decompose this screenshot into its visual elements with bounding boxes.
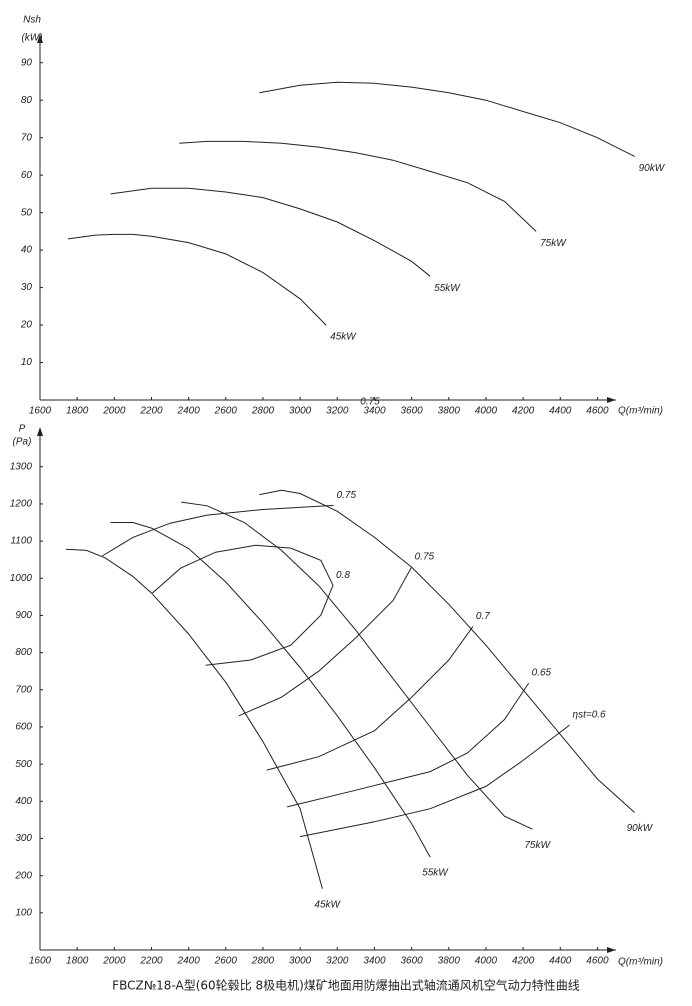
curve [179,140,537,232]
y-tick-label: 80 [21,95,33,106]
y-arrow [37,427,43,436]
y-tick-label: 600 [15,722,32,733]
series-label: 90kW [639,163,666,174]
x-tick-label: 2200 [139,956,163,967]
x-tick-label: 4000 [475,956,498,967]
y-axis-label: Nsh [23,15,41,26]
x-tick-label: 4600 [586,406,609,417]
y-axis-label: P [19,424,26,435]
y-tick-label: 200 [14,870,32,881]
series-label: 45kW [314,899,341,910]
x-tick-label: 2800 [251,956,275,967]
x-tick-label: 1600 [29,956,52,967]
series-label: ηst=0.6 [573,710,607,721]
x-tick-label: 3800 [438,406,461,417]
y-tick-label: 1200 [10,499,33,510]
series-label: 0.75 [415,552,435,563]
curve [67,233,327,326]
x-tick-label: 1800 [66,406,89,417]
y-tick-label: 40 [21,245,33,256]
y-axis-unit: (Pa) [13,437,32,448]
x-tick-label: 2600 [214,406,238,417]
y-tick-label: 1100 [10,536,32,547]
curve [300,724,570,838]
curve [266,626,474,771]
x-tick-label: 3800 [438,956,461,967]
series-label: 45kW [330,332,357,343]
y-tick-label: 70 [21,132,33,143]
annotation: 0.75 [360,397,380,408]
y-tick-label: 50 [21,207,33,218]
series-label: 90kW [627,823,654,834]
curve [259,81,635,157]
x-tick-label: 3600 [400,406,423,417]
x-tick-label: 3600 [400,956,423,967]
curve [238,566,413,717]
series-label: 0.75 [337,490,357,501]
y-tick-label: 90 [21,57,33,68]
y-tick-label: 300 [15,833,32,844]
x-tick-label: 1800 [66,956,89,967]
x-tick-label: 1600 [29,406,52,417]
series-label: 75kW [540,238,567,249]
series-label: 0.65 [532,668,552,679]
curve [152,544,334,666]
y-tick-label: 10 [21,357,33,368]
curve [259,489,635,813]
x-tick-label: 4400 [549,956,572,967]
y-axis-unit: (kW) [21,33,42,44]
x-axis-label: Q(m³/min) [618,957,663,968]
series-label: 0.7 [476,611,490,622]
series-label: 55kW [422,868,449,879]
curve [110,522,431,858]
x-tick-label: 2400 [177,406,201,417]
y-tick-label: 900 [15,610,32,621]
x-tick-label: 3200 [326,956,349,967]
y-tick-label: 400 [15,796,32,807]
x-tick-label: 4400 [549,406,572,417]
y-tick-label: 500 [15,759,32,770]
curve [286,682,530,808]
x-tick-label: 2000 [102,406,126,417]
x-tick-label: 3200 [326,406,349,417]
y-tick-label: 60 [21,170,33,181]
x-tick-label: 3000 [289,956,312,967]
y-tick-label: 700 [15,684,32,695]
y-tick-label: 100 [15,907,32,918]
y-tick-label: 800 [15,647,32,658]
x-tick-label: 3000 [289,406,312,417]
x-tick-label: 2200 [139,406,163,417]
x-tick-label: 4600 [586,956,609,967]
x-tick-label: 2800 [251,406,275,417]
series-label: 0.8 [336,570,350,581]
curve [181,501,533,830]
y-tick-label: 1300 [10,461,33,472]
y-tick-label: 20 [20,320,33,331]
y-tick-label: 1000 [10,573,33,584]
x-tick-label: 2400 [177,956,201,967]
curve [65,548,323,889]
x-tick-label: 4200 [512,956,535,967]
x-tick-label: 4200 [512,406,535,417]
y-tick-label: 30 [21,282,33,293]
series-label: 75kW [524,840,551,851]
x-arrow [607,947,616,953]
x-tick-label: 3400 [363,406,386,417]
x-tick-label: 2600 [214,956,238,967]
y-arrow [37,34,43,43]
x-tick-label: 3400 [363,956,386,967]
x-arrow [607,397,616,403]
series-label: 55kW [434,283,461,294]
x-tick-label: 2000 [102,956,126,967]
x-tick-label: 4000 [475,406,498,417]
curve [110,187,431,277]
caption: FBCZ№18-A型(60轮毂比 8极电机)煤矿地面用防爆抽出式轴流通风机空气动… [112,978,580,993]
x-axis-label: Q(m³/min) [618,406,663,417]
curve [101,504,334,557]
